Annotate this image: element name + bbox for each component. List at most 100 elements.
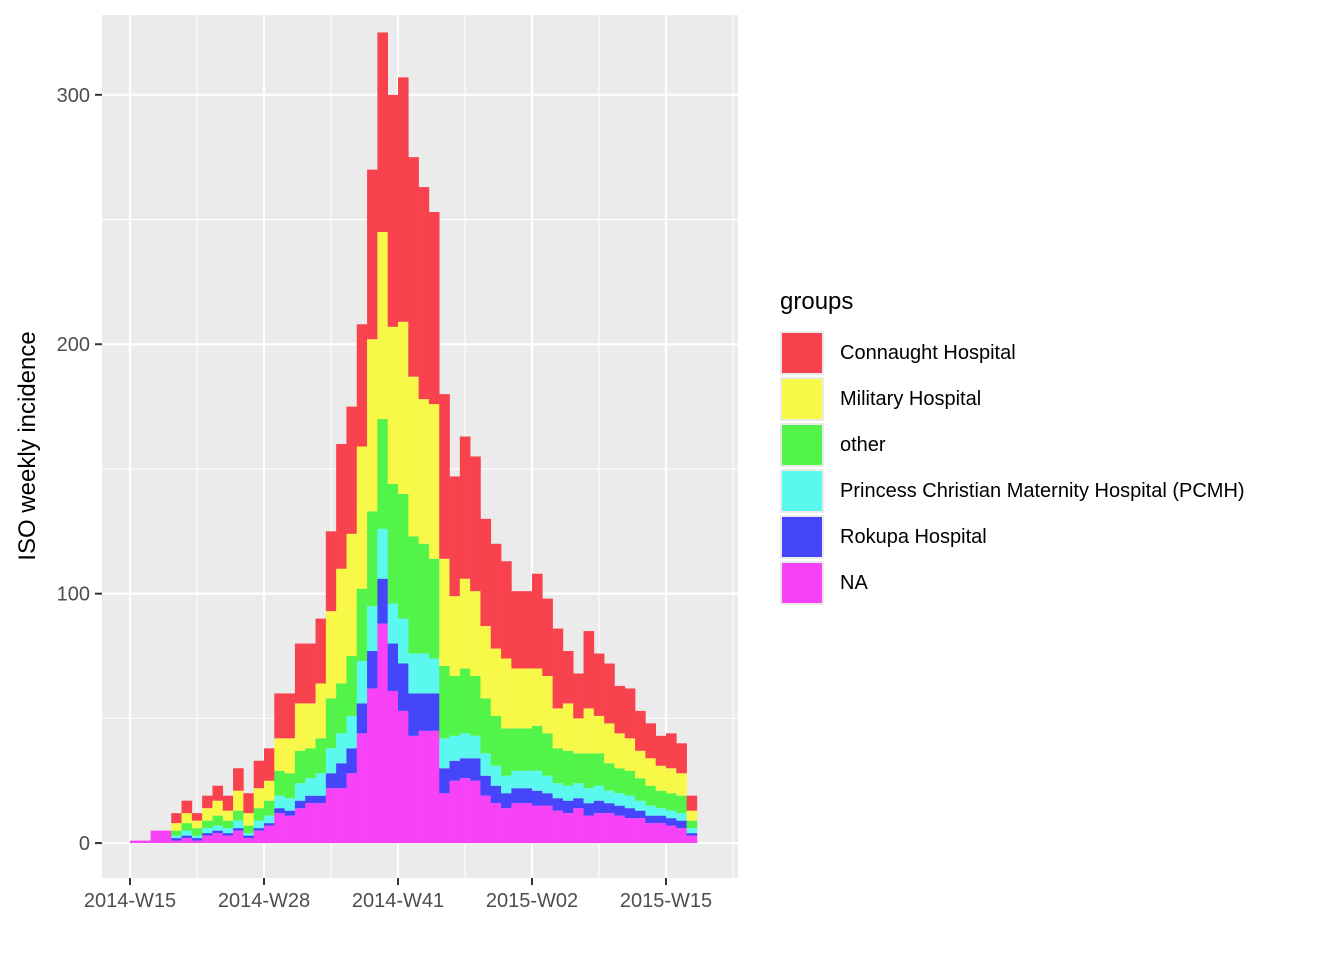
bar-segment <box>552 783 564 799</box>
bar-segment <box>150 830 162 844</box>
bar-segment <box>645 823 656 844</box>
bar-segment <box>583 788 595 804</box>
bar-segment <box>181 830 193 836</box>
bar-segment <box>253 788 265 809</box>
bar-segment <box>191 840 203 844</box>
bar-segment <box>624 795 636 809</box>
bar-segment <box>171 840 182 844</box>
bar-segment <box>222 828 234 834</box>
bar-segment <box>418 543 430 654</box>
bar-segment <box>686 828 698 834</box>
bar-segment <box>511 770 522 789</box>
bar-segment <box>377 32 388 232</box>
bar-segment <box>459 436 471 579</box>
bar-segment <box>624 808 636 819</box>
bar-segment <box>604 663 615 724</box>
bar-segment <box>274 693 285 739</box>
bar-segment <box>408 693 419 736</box>
bar-segment <box>367 339 378 512</box>
bar-segment <box>686 835 698 844</box>
bar-segment <box>346 748 358 774</box>
bar-segment <box>676 795 687 814</box>
bar-segment <box>542 805 553 844</box>
bar-segment <box>521 803 533 844</box>
bar-segment <box>635 750 646 779</box>
bar-segment <box>655 735 667 766</box>
bar-segment <box>562 800 574 814</box>
bar-segment <box>305 703 316 749</box>
bar-segment <box>552 798 564 811</box>
bar-segment <box>336 788 347 844</box>
bar-segment <box>398 663 409 711</box>
bar-segment <box>604 813 615 844</box>
bar-segment <box>583 708 595 754</box>
bar-segment <box>490 803 502 844</box>
bar-segment <box>470 735 481 759</box>
bar-segment <box>305 795 316 804</box>
bar-segment <box>202 833 213 836</box>
y-tick-label: 0 <box>79 833 90 855</box>
bar-segment <box>583 803 595 816</box>
bar-segment <box>274 770 285 796</box>
bar-segment <box>171 838 182 841</box>
bar-segment <box>459 733 471 759</box>
legend-key <box>780 331 824 375</box>
bar-segment <box>387 483 399 604</box>
bar-segment <box>666 733 677 769</box>
bar-segment <box>614 768 626 794</box>
bar-segment <box>655 823 667 844</box>
bar-segment <box>480 626 492 699</box>
bar-segment <box>470 591 481 676</box>
bar-segment <box>181 800 193 814</box>
legend-entry: NA <box>780 560 1245 606</box>
bar-segment <box>501 775 512 794</box>
y-tick-label: 200 <box>57 334 90 356</box>
bar-segment <box>398 493 409 619</box>
bar-segment <box>480 753 492 776</box>
bar-segment <box>449 735 461 761</box>
bar-segment <box>552 810 564 844</box>
bar-segment <box>181 813 193 824</box>
bar-segment <box>418 693 430 731</box>
bar-segment <box>635 810 646 819</box>
bar-segment <box>305 643 316 704</box>
bar-segment <box>593 715 605 754</box>
bar-segment <box>511 728 522 771</box>
bar-segment <box>439 793 450 844</box>
bar-segment <box>562 785 574 801</box>
bar-segment <box>233 790 244 811</box>
y-tick-label: 100 <box>57 584 90 606</box>
bar-segment <box>542 675 553 734</box>
bar-segment <box>583 815 595 844</box>
bar-segment <box>264 815 275 824</box>
legend-entry: Connaught Hospital <box>780 330 1245 376</box>
bar-segment <box>243 825 254 834</box>
bar-segment <box>336 568 347 684</box>
bar-segment <box>511 788 522 804</box>
bar-segment <box>511 591 522 669</box>
bar-segment <box>253 828 265 831</box>
bar-segment <box>243 838 254 844</box>
bar-segment <box>202 795 213 809</box>
bar-segment <box>614 805 626 816</box>
bar-segment <box>264 748 275 781</box>
bar-segment <box>212 830 224 834</box>
bar-segment <box>212 785 224 801</box>
bar-segment <box>428 558 440 659</box>
bar-segment <box>336 733 347 764</box>
bar-segment <box>521 591 533 669</box>
bar-segment <box>449 675 461 736</box>
bar-segment <box>573 798 584 809</box>
bar-segment <box>387 690 399 844</box>
bar-segment <box>439 665 450 739</box>
bar-segment <box>439 394 450 559</box>
bar-segment <box>573 808 584 844</box>
bar-segment <box>315 795 327 804</box>
bar-segment <box>367 169 378 340</box>
bar-segment <box>202 835 213 844</box>
bar-segment <box>284 693 296 739</box>
bar-segment <box>573 673 584 719</box>
x-axis: 2014-W15 2014-W28 2014-W41 2015-W02 2015-W15 <box>84 878 712 912</box>
bar-segment <box>356 446 368 589</box>
